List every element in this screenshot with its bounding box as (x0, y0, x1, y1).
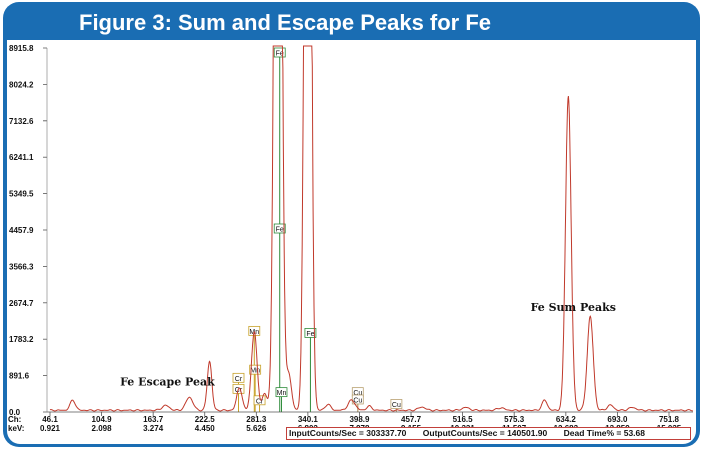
marker-box (304, 328, 317, 338)
y-axis-ticks: 0.0 891.6 1783.2 2674.7 3566.3 4457.9 5349.5 62… (9, 44, 47, 417)
x-tick-ch-label: 575.3 (504, 415, 525, 424)
y-tick-label: 7132.6 (9, 117, 34, 126)
x-tick-ch-label: 634.2 (556, 415, 577, 424)
figure-title: Figure 3: Sum and Escape Peaks for Fe (79, 10, 492, 35)
marker-label-cu: Cu (353, 390, 362, 397)
x-tick-ch-label: 222.5 (195, 415, 216, 424)
ch-axis-label: Ch: (8, 415, 21, 424)
x-tick-ch-label: 516.5 (453, 415, 474, 424)
chart-panel: 0.0 891.6 1783.2 2674.7 3566.3 4457.9 5349.5 62… (7, 40, 696, 444)
marker-label-cu: Cu (353, 397, 362, 404)
input-counts: InputCounts/Sec = 303337.70 (289, 428, 407, 438)
x-tick-kev-label: 4.450 (195, 424, 216, 433)
marker-box (275, 387, 288, 398)
spectrum-line (49, 45, 694, 412)
y-tick-label: 4457.9 (9, 226, 34, 235)
y-tick-label: 0.0 (9, 408, 21, 417)
output-counts: OutputCounts/Sec = 140501.90 (422, 428, 548, 438)
marker-box (273, 47, 286, 58)
figure-frame: Figure 3: Sum and Escape Peaks for Fe 0.… (3, 2, 700, 447)
x-tick-kev-label: 5.626 (246, 424, 267, 433)
x-tick-ch-label: 340.1 (298, 415, 319, 424)
x-tick-ch-label: 46.1 (42, 415, 58, 424)
x-tick-kev-label: 0.921 (40, 424, 61, 433)
kev-axis-label: keV: (8, 424, 24, 433)
marker-label-cu: Cu (392, 402, 401, 409)
annotation-label: Fe Sum Peaks (531, 301, 616, 314)
marker-label-fe: Fe (276, 51, 284, 58)
marker-box (390, 399, 403, 409)
marker-box (232, 372, 245, 383)
x-tick-ch-label: 104.9 (92, 415, 113, 424)
x-tick-ch-label: 751.8 (659, 415, 680, 424)
marker-label-fe: Fe (276, 227, 284, 234)
marker-label-fe: Fe (306, 331, 314, 338)
y-tick-label: 2674.7 (9, 299, 34, 308)
y-tick-label: 8024.2 (9, 80, 34, 89)
dead-time: Dead Time% = 53.68 (563, 428, 645, 438)
marker-box (249, 364, 262, 375)
marker-box (248, 325, 261, 336)
marker-label-cr: Cr (235, 376, 243, 383)
y-tick-label: 1783.2 (9, 335, 34, 344)
annotation-label: Fe Escape Peak (120, 375, 215, 388)
marker-label-mn: Mn (277, 390, 287, 397)
x-tick-ch-label: 693.0 (607, 415, 628, 424)
x-tick-ch-label: 281.3 (246, 415, 267, 424)
spectrum-chart: 0.0 891.6 1783.2 2674.7 3566.3 4457.9 5349.5 62… (8, 44, 694, 433)
marker-box (351, 394, 364, 405)
y-tick-label: 891.6 (9, 372, 30, 381)
marker-label-cr: Cr (256, 398, 264, 405)
y-tick-label: 8915.8 (9, 44, 34, 53)
y-tick-label: 6241.1 (9, 153, 34, 162)
marker-label-mn: Mn (250, 368, 260, 375)
y-tick-label: 3566.3 (9, 262, 34, 271)
marker-label-cr: Cr (235, 387, 243, 394)
marker-box (273, 223, 286, 234)
annotations: Fe Escape Peak Fe Sum Peaks (120, 301, 616, 389)
x-tick-kev-label: 2.098 (92, 424, 113, 433)
x-tick-kev-label: 3.274 (143, 424, 164, 433)
y-tick-label: 5349.5 (9, 190, 34, 199)
x-tick-ch-label: 398.9 (349, 415, 370, 424)
count-status-bar: InputCounts/Sec = 303337.70 OutputCounts… (286, 427, 691, 440)
x-tick-ch-label: 457.7 (401, 415, 422, 424)
x-tick-ch-label: 163.7 (143, 415, 164, 424)
